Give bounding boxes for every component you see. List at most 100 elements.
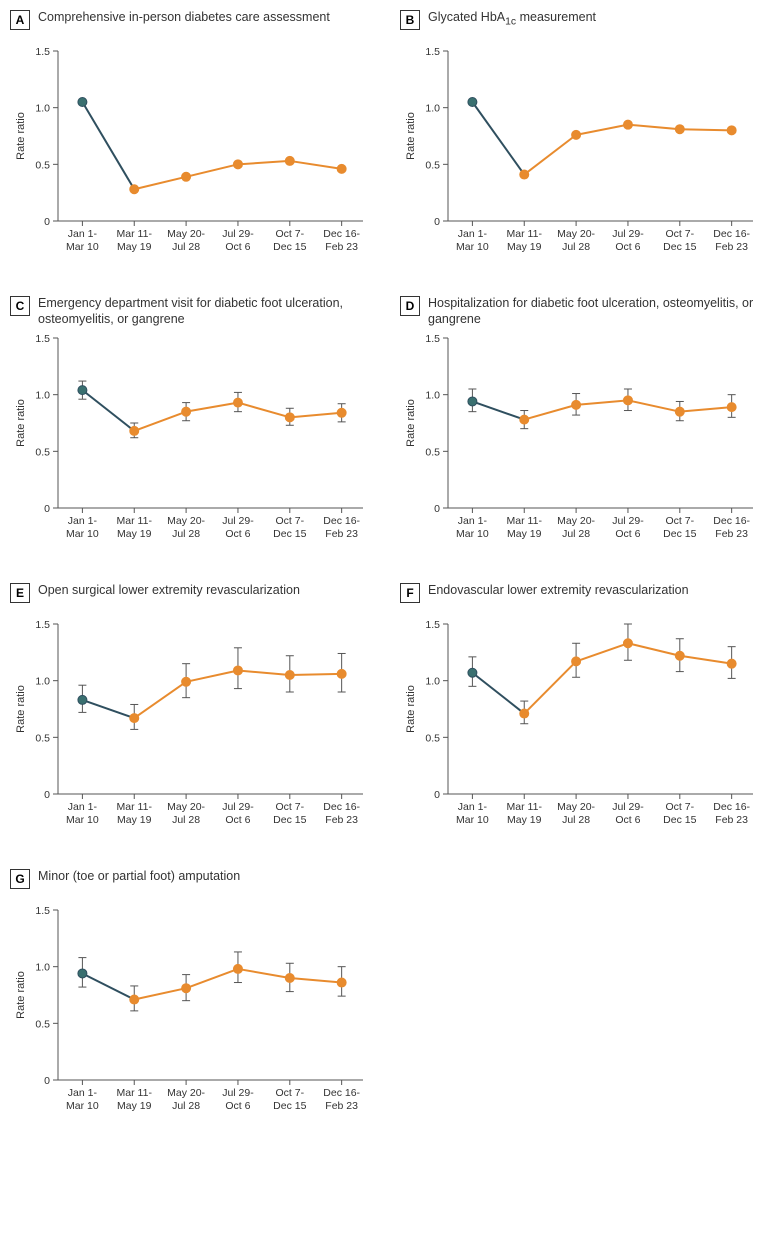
x-tick-label: Oct 7- bbox=[276, 515, 305, 527]
series-segment bbox=[576, 125, 628, 135]
x-tick-label: Feb 23 bbox=[325, 241, 358, 253]
x-tick-label: Mar 10 bbox=[66, 1100, 99, 1112]
y-axis-label: Rate ratio bbox=[15, 112, 27, 160]
chart-panel: GMinor (toe or partial foot) amputation0… bbox=[10, 869, 380, 1135]
series-segment bbox=[524, 135, 576, 175]
x-tick-label: Dec 15 bbox=[273, 528, 306, 540]
y-axis-label: Rate ratio bbox=[15, 685, 27, 733]
series-segment bbox=[186, 969, 238, 988]
chart-svg: 00.51.01.5Rate ratioJan 1-Mar 10Mar 11-M… bbox=[10, 905, 380, 1130]
x-tick-label: May 19 bbox=[117, 814, 152, 826]
data-point bbox=[130, 714, 139, 723]
data-point bbox=[572, 657, 581, 666]
y-tick-label: 1.5 bbox=[35, 46, 50, 58]
data-point bbox=[675, 125, 684, 134]
x-tick-label: Jul 28 bbox=[562, 241, 590, 253]
x-tick-label: Oct 6 bbox=[615, 241, 640, 253]
x-tick-label: Dec 15 bbox=[663, 241, 696, 253]
y-tick-label: 1.0 bbox=[425, 103, 440, 115]
chart: 00.51.01.5Rate ratioJan 1-Mar 10Mar 11-M… bbox=[10, 619, 380, 849]
x-tick-label: Feb 23 bbox=[715, 241, 748, 253]
x-tick-label: Dec 16- bbox=[713, 515, 750, 527]
x-tick-label: Dec 16- bbox=[323, 515, 360, 527]
y-tick-label: 0.5 bbox=[35, 447, 50, 459]
x-tick-label: May 19 bbox=[507, 528, 542, 540]
y-tick-label: 0 bbox=[434, 216, 440, 228]
y-axis-label: Rate ratio bbox=[405, 112, 417, 160]
series-segment bbox=[524, 662, 576, 714]
x-tick-label: Mar 11- bbox=[507, 228, 543, 240]
x-tick-label: Dec 16- bbox=[713, 228, 750, 240]
series-segment bbox=[134, 412, 186, 431]
chart-panel: BGlycated HbA1c measurement00.51.01.5Rat… bbox=[400, 10, 770, 276]
y-tick-label: 0 bbox=[434, 789, 440, 801]
data-point bbox=[520, 170, 529, 179]
chart-panel: EOpen surgical lower extremity revascula… bbox=[10, 583, 380, 849]
series-segment bbox=[472, 102, 524, 175]
data-point bbox=[78, 386, 87, 395]
x-tick-label: Feb 23 bbox=[715, 814, 748, 826]
data-point bbox=[78, 696, 87, 705]
chart-panel: FEndovascular lower extremity revascular… bbox=[400, 583, 770, 849]
x-tick-label: Jan 1- bbox=[68, 228, 98, 240]
x-tick-label: Mar 11- bbox=[507, 515, 543, 527]
data-point bbox=[675, 651, 684, 660]
data-point bbox=[623, 639, 632, 648]
data-point bbox=[233, 666, 242, 675]
x-tick-label: Oct 6 bbox=[225, 528, 250, 540]
y-axis-label: Rate ratio bbox=[405, 685, 417, 733]
data-point bbox=[182, 407, 191, 416]
x-tick-label: Mar 11- bbox=[117, 1087, 153, 1099]
panel-letter: C bbox=[10, 296, 30, 316]
chart-svg: 00.51.01.5Rate ratioJan 1-Mar 10Mar 11-M… bbox=[10, 333, 380, 558]
data-point bbox=[78, 98, 87, 107]
panel-letter: E bbox=[10, 583, 30, 603]
data-point bbox=[623, 396, 632, 405]
data-point bbox=[572, 130, 581, 139]
y-axis-label: Rate ratio bbox=[405, 399, 417, 447]
series-segment bbox=[82, 102, 134, 189]
y-tick-label: 0 bbox=[44, 789, 50, 801]
x-tick-label: Dec 16- bbox=[323, 228, 360, 240]
panel-letter: A bbox=[10, 10, 30, 30]
data-point bbox=[572, 401, 581, 410]
x-tick-label: Jul 28 bbox=[562, 814, 590, 826]
x-tick-label: Dec 15 bbox=[273, 814, 306, 826]
series-segment bbox=[290, 978, 342, 983]
panel-caption: Endovascular lower extremity revasculari… bbox=[428, 583, 689, 599]
x-tick-label: Jul 28 bbox=[562, 528, 590, 540]
x-tick-label: Oct 7- bbox=[276, 801, 305, 813]
data-point bbox=[285, 413, 294, 422]
x-tick-label: May 19 bbox=[507, 814, 542, 826]
series-segment bbox=[238, 161, 290, 164]
x-tick-label: May 20- bbox=[167, 515, 205, 527]
series-segment bbox=[680, 407, 732, 412]
x-tick-label: Jan 1- bbox=[68, 515, 98, 527]
y-tick-label: 0 bbox=[434, 503, 440, 515]
x-tick-label: Jan 1- bbox=[458, 801, 488, 813]
x-tick-label: Mar 10 bbox=[456, 528, 489, 540]
x-tick-label: Jul 29- bbox=[612, 801, 644, 813]
x-tick-label: May 19 bbox=[117, 1100, 152, 1112]
x-tick-label: May 20- bbox=[167, 801, 205, 813]
y-tick-label: 1.0 bbox=[35, 103, 50, 115]
series-segment bbox=[524, 405, 576, 420]
panel-title: CEmergency department visit for diabetic… bbox=[10, 296, 380, 327]
series-segment bbox=[134, 988, 186, 999]
chart: 00.51.01.5Rate ratioJan 1-Mar 10Mar 11-M… bbox=[10, 905, 380, 1135]
y-tick-label: 1.0 bbox=[35, 390, 50, 402]
x-tick-label: Oct 6 bbox=[225, 1100, 250, 1112]
x-tick-label: Oct 7- bbox=[666, 515, 695, 527]
chart: 00.51.01.5Rate ratioJan 1-Mar 10Mar 11-M… bbox=[400, 333, 770, 563]
series-segment bbox=[290, 674, 342, 675]
y-tick-label: 0.5 bbox=[425, 733, 440, 745]
panel-title: FEndovascular lower extremity revascular… bbox=[400, 583, 770, 613]
x-tick-label: Oct 7- bbox=[276, 1087, 305, 1099]
x-tick-label: Feb 23 bbox=[325, 1100, 358, 1112]
panel-title: AComprehensive in-person diabetes care a… bbox=[10, 10, 380, 40]
chart-svg: 00.51.01.5Rate ratioJan 1-Mar 10Mar 11-M… bbox=[10, 46, 380, 271]
y-axis-label: Rate ratio bbox=[15, 399, 27, 447]
x-tick-label: May 20- bbox=[557, 515, 595, 527]
chart: 00.51.01.5Rate ratioJan 1-Mar 10Mar 11-M… bbox=[10, 333, 380, 563]
x-tick-label: May 20- bbox=[167, 1087, 205, 1099]
